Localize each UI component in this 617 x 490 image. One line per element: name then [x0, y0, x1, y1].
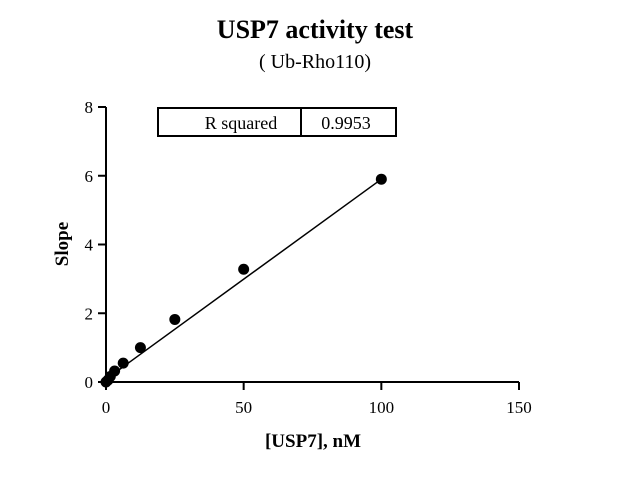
y-axis-label: Slope [52, 222, 73, 266]
y-tick-label: 6 [85, 167, 94, 186]
y-tick-label: 8 [85, 98, 94, 117]
chart-subtitle: ( Ub-Rho110) [259, 51, 371, 73]
data-point [134, 342, 146, 354]
fit-line [105, 178, 382, 380]
r-squared-table: R squared 0.9953 [157, 107, 397, 137]
data-point [375, 173, 387, 185]
y-tick-label: 4 [85, 236, 94, 255]
chart-title: USP7 activity test [217, 15, 414, 44]
fit-line-group [105, 178, 382, 380]
data-point [169, 313, 181, 325]
axes: 0 50 100 150 0 2 4 6 8 [85, 98, 532, 417]
r-squared-value: 0.9953 [321, 113, 371, 133]
r-squared-label: R squared [205, 113, 277, 133]
x-tick-label: 0 [102, 398, 111, 417]
data-point [117, 357, 129, 369]
data-points [100, 173, 387, 388]
y-tick-label: 0 [85, 373, 94, 392]
x-tick-label: 100 [369, 398, 395, 417]
data-point [109, 365, 121, 377]
data-point [238, 263, 250, 275]
y-tick-label: 2 [85, 304, 94, 323]
x-axis-label: [USP7], nM [265, 431, 361, 452]
x-tick-label: 50 [235, 398, 252, 417]
r-squared-table-border [157, 107, 397, 137]
x-tick-label: 150 [506, 398, 532, 417]
